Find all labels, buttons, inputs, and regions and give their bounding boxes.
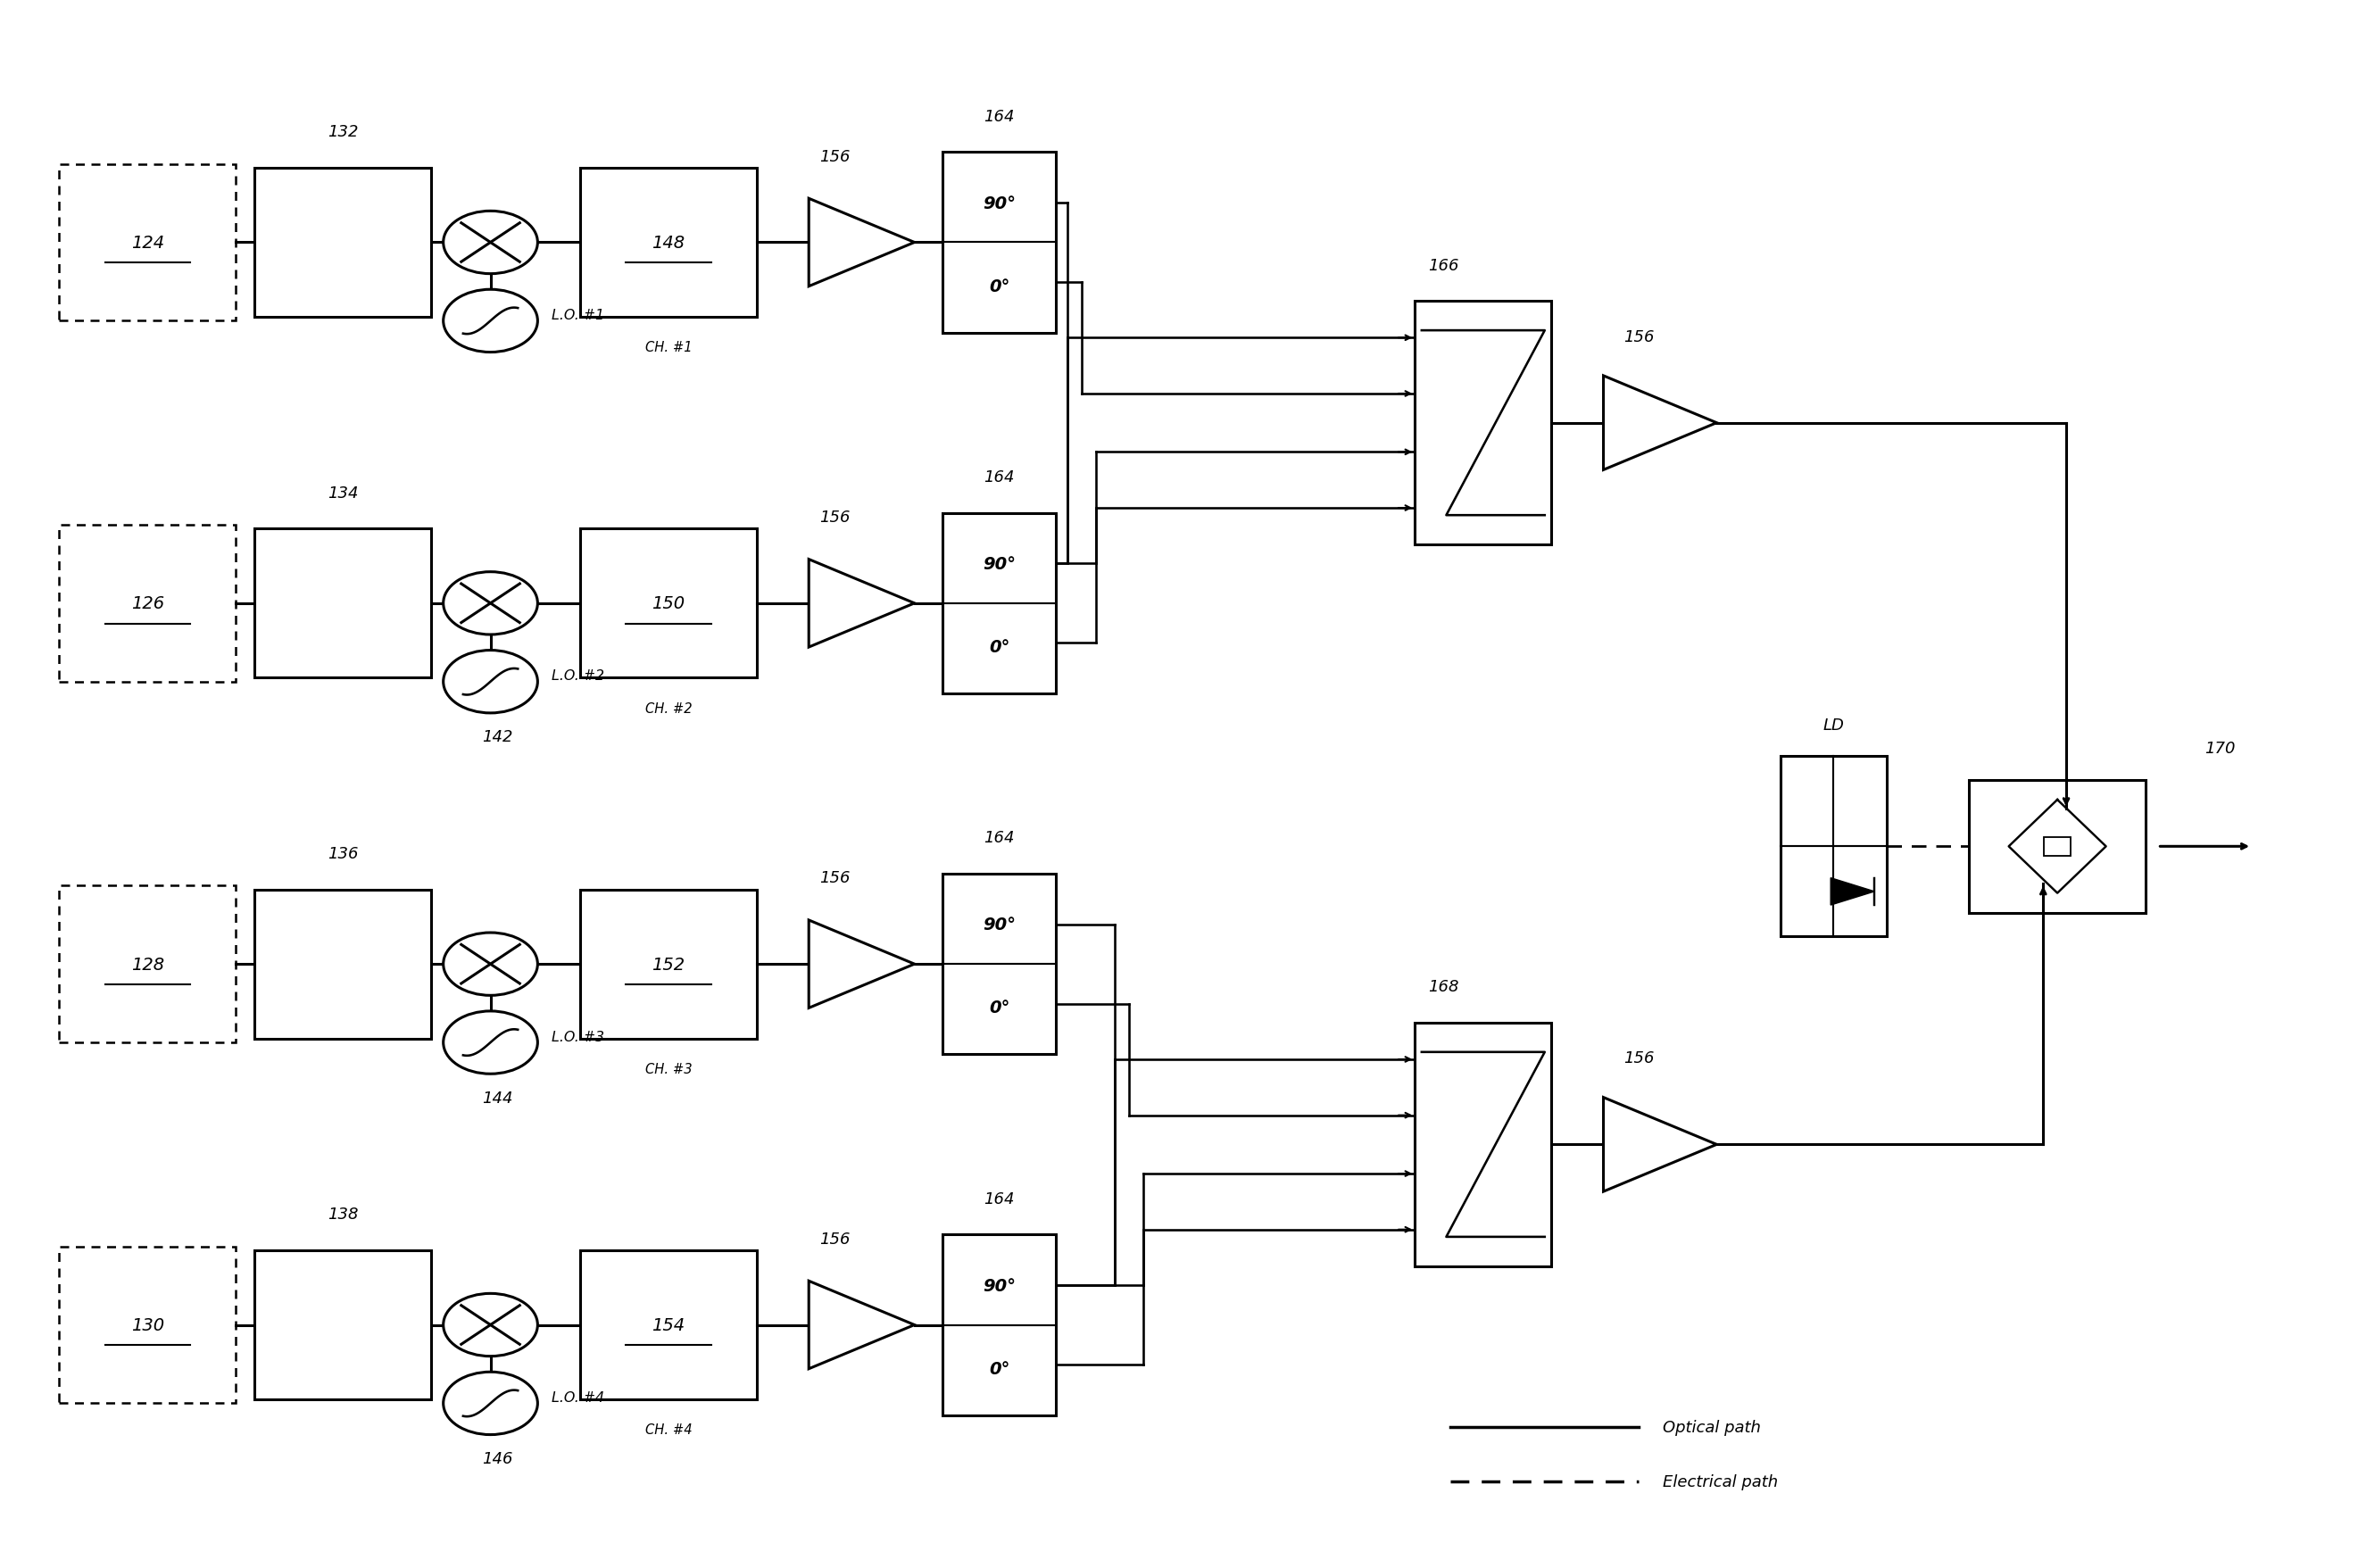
- Bar: [1415, 1022, 1552, 1267]
- Text: 164: 164: [983, 469, 1014, 486]
- Text: 0°: 0°: [988, 638, 1009, 655]
- Text: Electrical path: Electrical path: [1662, 1474, 1778, 1490]
- Text: 148: 148: [651, 235, 686, 251]
- Polygon shape: [809, 1281, 915, 1369]
- Bar: [255, 530, 432, 677]
- Polygon shape: [1830, 878, 1875, 905]
- Text: CH. #1: CH. #1: [646, 342, 691, 354]
- Text: 164: 164: [983, 108, 1014, 125]
- Text: 0°: 0°: [988, 1359, 1009, 1377]
- Bar: [59, 886, 236, 1043]
- Bar: [943, 154, 1056, 334]
- Text: 138: 138: [328, 1206, 358, 1223]
- Bar: [255, 891, 432, 1038]
- Bar: [1415, 301, 1552, 546]
- Text: 90°: 90°: [983, 1276, 1016, 1294]
- Polygon shape: [809, 920, 915, 1008]
- Text: 144: 144: [481, 1090, 514, 1105]
- Polygon shape: [1603, 1098, 1717, 1192]
- Bar: [1969, 779, 2146, 913]
- Bar: [2044, 837, 2070, 856]
- Text: 90°: 90°: [983, 555, 1016, 572]
- Circle shape: [443, 290, 538, 353]
- Text: L.O. #3: L.O. #3: [552, 1030, 604, 1043]
- Bar: [59, 1247, 236, 1403]
- Bar: [943, 1236, 1056, 1414]
- Text: 156: 156: [821, 510, 851, 525]
- Circle shape: [443, 1372, 538, 1435]
- Text: L.O. #1: L.O. #1: [552, 309, 604, 321]
- Text: 134: 134: [328, 485, 358, 502]
- Text: 132: 132: [328, 124, 358, 141]
- Text: 142: 142: [481, 729, 514, 745]
- Bar: [1780, 756, 1886, 936]
- Polygon shape: [809, 199, 915, 287]
- Bar: [580, 530, 757, 677]
- Text: 130: 130: [130, 1317, 165, 1333]
- Circle shape: [443, 1011, 538, 1074]
- Text: 168: 168: [1429, 978, 1460, 994]
- Polygon shape: [1603, 376, 1717, 470]
- Text: 156: 156: [821, 149, 851, 165]
- Text: CH. #3: CH. #3: [646, 1063, 691, 1076]
- Text: 166: 166: [1429, 257, 1460, 273]
- Text: 128: 128: [130, 956, 165, 972]
- Circle shape: [443, 1294, 538, 1356]
- Bar: [580, 891, 757, 1038]
- Bar: [255, 168, 432, 317]
- Text: 150: 150: [651, 596, 686, 612]
- Text: 154: 154: [651, 1317, 686, 1333]
- Text: 164: 164: [983, 1190, 1014, 1207]
- Bar: [59, 165, 236, 321]
- Text: 90°: 90°: [983, 916, 1016, 933]
- Text: 124: 124: [130, 235, 165, 251]
- Text: 156: 156: [821, 1231, 851, 1247]
- Text: 136: 136: [328, 845, 358, 862]
- Text: 152: 152: [651, 956, 686, 972]
- Text: 156: 156: [1622, 1051, 1655, 1066]
- Text: 156: 156: [1622, 329, 1655, 345]
- Circle shape: [443, 933, 538, 996]
- Polygon shape: [809, 560, 915, 648]
- Text: 126: 126: [130, 596, 165, 612]
- Bar: [255, 1251, 432, 1399]
- Bar: [943, 873, 1056, 1054]
- Bar: [580, 1251, 757, 1399]
- Text: CH. #4: CH. #4: [646, 1424, 691, 1436]
- Text: 90°: 90°: [983, 194, 1016, 212]
- Text: 0°: 0°: [988, 999, 1009, 1016]
- Bar: [59, 525, 236, 682]
- Text: 156: 156: [821, 870, 851, 886]
- Text: 164: 164: [983, 829, 1014, 847]
- Text: L.O. #4: L.O. #4: [552, 1391, 604, 1403]
- Bar: [580, 168, 757, 317]
- Circle shape: [443, 212, 538, 274]
- Text: 170: 170: [2205, 740, 2235, 756]
- Bar: [943, 514, 1056, 693]
- Text: LD: LD: [1823, 717, 1844, 732]
- Circle shape: [443, 651, 538, 713]
- Text: 0°: 0°: [988, 278, 1009, 295]
- Text: CH. #2: CH. #2: [646, 702, 691, 715]
- Text: Optical path: Optical path: [1662, 1419, 1761, 1435]
- Circle shape: [443, 572, 538, 635]
- Text: 146: 146: [481, 1450, 514, 1466]
- Text: L.O. #2: L.O. #2: [552, 670, 604, 682]
